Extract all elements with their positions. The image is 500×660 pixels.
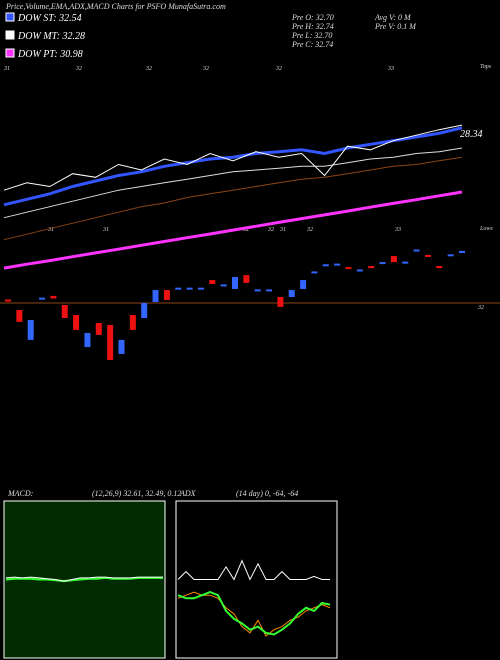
candle-body (141, 303, 148, 318)
candle-body (356, 269, 363, 272)
candle-body (84, 332, 91, 348)
series-line (3, 147, 463, 219)
candle-body (175, 287, 182, 290)
info-text: Pre O: 32.70 (291, 13, 334, 22)
reference-label: 32 (477, 305, 484, 311)
legend-swatch (5, 12, 15, 22)
candle-body (334, 263, 341, 266)
candle-body (5, 299, 11, 302)
candle-body (209, 280, 216, 284)
info-text: Pre H: 32.74 (291, 22, 334, 31)
candle-body (50, 295, 57, 299)
candle-body (277, 296, 284, 307)
candle-body (254, 289, 261, 292)
info-text: Pre V: 0.1 M (374, 22, 417, 31)
top-label: 31 (3, 66, 10, 72)
series-line (3, 156, 463, 241)
legend-label: DOW PT: 30.98 (17, 49, 83, 60)
low-label: 31 (47, 227, 54, 233)
macd-subtitle: (12,26,9) 32.61, 32.49, 0.12 (92, 489, 181, 498)
candle-body (424, 254, 431, 257)
series-line (3, 124, 463, 191)
chart-title: Price,Volume,EMA,ADX,MACD Charts for PSF… (5, 2, 226, 11)
tops-caption: Tops (480, 64, 492, 70)
candle-body (39, 297, 46, 300)
candle-body (413, 249, 420, 252)
candle-body (459, 250, 465, 253)
legend-swatch (5, 30, 15, 40)
top-label: 32 (145, 66, 152, 72)
candle-body (73, 314, 80, 330)
series-line (3, 190, 463, 270)
candle-body (447, 254, 454, 257)
series-line (177, 559, 330, 581)
legend-label: DOW MT: 32.28 (17, 31, 85, 42)
candle-body (197, 287, 204, 290)
candle-body (129, 314, 136, 330)
candle-body (16, 309, 23, 322)
candle-body (118, 339, 125, 354)
candle-body (232, 277, 238, 289)
candle-body (243, 275, 250, 283)
candle-body (436, 266, 443, 269)
low-label: 33 (394, 227, 401, 233)
candle-body (266, 289, 273, 292)
adx-subtitle: (14 day) 0, -64, -64 (236, 489, 298, 498)
candle-body (311, 271, 318, 274)
info-text: Avg V: 0 M (374, 13, 412, 22)
candle-body (345, 267, 352, 270)
end-label: 28.34 (460, 129, 483, 140)
series-line (5, 576, 163, 582)
low-label: 32 (267, 227, 274, 233)
series-line (5, 576, 163, 583)
series-line (177, 591, 331, 636)
low-label: 31 (102, 227, 109, 233)
candle-body (390, 256, 397, 263)
candle-body (288, 290, 295, 297)
candle-body (322, 264, 329, 267)
candle-body (220, 284, 227, 287)
info-text: Pre C: 32.74 (291, 40, 333, 49)
candle-body (186, 287, 193, 290)
candle-body (163, 290, 170, 301)
info-text: Pre L: 32.70 (291, 31, 332, 40)
low-label: 31 (279, 227, 286, 233)
top-label: 33 (387, 66, 394, 72)
macd-title: MACD: (7, 489, 34, 498)
lows-caption: Lows (479, 226, 493, 232)
candle-body (300, 280, 307, 289)
low-label: 32 (242, 227, 249, 233)
top-label: 32 (275, 66, 282, 72)
candle-body (368, 266, 375, 269)
candle-body (379, 262, 386, 265)
candle-body (61, 305, 68, 318)
adx-title: ADX (179, 489, 197, 498)
legend-swatch (5, 48, 15, 58)
candle-body (107, 324, 114, 361)
candle-body (27, 319, 34, 340)
candle-body (152, 290, 159, 302)
low-label: 32 (306, 227, 313, 233)
candle-body (402, 261, 409, 264)
series-line (3, 126, 463, 207)
candle-body (95, 322, 102, 335)
top-label: 32 (202, 66, 209, 72)
legend-label: DOW ST: 32.54 (17, 13, 82, 24)
top-label: 32 (75, 66, 82, 72)
